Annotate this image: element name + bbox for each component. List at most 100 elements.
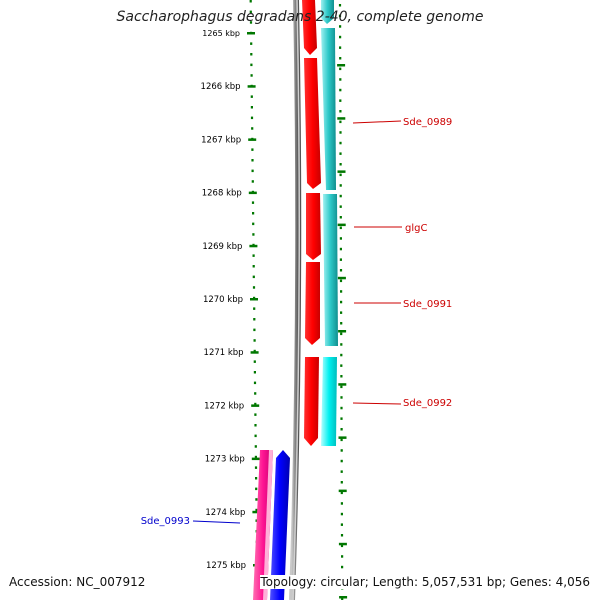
ruler-minor-tick [255,508,258,512]
ruler-minor-tick [250,63,253,67]
ruler-major-tick [337,223,346,227]
ruler-minor-tick [251,201,255,204]
ruler-label: 1269 kbp [202,242,242,252]
ruler-minor-tick [340,343,343,346]
ruler-minor-tick [253,371,256,374]
feature-cyan-3 [321,357,337,446]
gene-label[interactable]: Sde_0991 [403,299,452,310]
ruler-minor-tick [339,120,342,124]
ruler-major-tick [338,383,347,386]
ruler-minor-tick [339,57,342,60]
ruler-minor-tick [249,0,252,3]
ruler-minor-tick [340,512,343,516]
ruler-minor-tick [251,148,254,151]
ruler-minor-tick [249,10,252,14]
ruler-minor-tick [255,477,258,480]
ruler-label: 1275 kbp [206,561,246,571]
ruler-major-tick [338,489,347,493]
ruler-major-tick [248,138,257,141]
feature-blue [270,450,290,600]
ruler-minor-tick [339,110,342,113]
ruler-minor-tick [340,449,343,452]
ruler-major-tick [337,117,346,120]
ruler-minor-tick [340,375,343,378]
ruler-minor-tick [340,364,343,367]
ruler-minor-tick [255,498,258,501]
cds-sde-0992 [304,357,319,446]
ruler-minor-tick [339,269,343,272]
ruler-minor-tick [340,470,343,473]
ruler-minor-tick [339,99,342,102]
ruler-minor-tick [340,428,343,431]
ruler-minor-tick [250,95,253,98]
ruler-minor-tick [340,311,343,314]
ruler-minor-tick [339,258,342,261]
ruler-minor-tick [252,286,256,289]
ruler-major-tick [338,542,347,546]
genome-summary: Topology: circular; Length: 5,057,531 bp… [260,575,590,589]
ruler-minor-tick [340,417,343,420]
ruler-minor-tick [340,534,344,537]
ruler-minor-tick [340,396,343,399]
cds-sde-0989 [304,58,321,189]
ruler-minor-tick [253,381,257,385]
ruler-minor-tick [339,131,342,134]
ruler-minor-tick [254,434,257,438]
ruler-minor-tick [252,233,255,236]
ruler-label: 1272 kbp [204,401,244,411]
ruler-minor-tick [340,385,343,389]
gene-label[interactable]: glgC [405,223,427,234]
ruler-minor-tick [339,152,342,155]
ruler-label: 1271 kbp [204,348,244,358]
map-title: Saccharophagus degradans 2-40, complete … [116,9,484,25]
ruler-minor-tick [250,42,253,45]
ruler-minor-tick [340,523,343,526]
ruler-minor-tick [341,597,344,600]
gene-label[interactable]: Sde_0993 [141,516,190,527]
ruler-minor-tick [254,466,258,469]
ruler-minor-tick [254,392,257,395]
ruler-major-tick [338,436,347,439]
gene-label-leader [192,520,241,524]
ruler-minor-tick [250,74,253,77]
ruler-minor-tick [339,35,342,39]
ruler-major-tick [251,404,260,407]
ruler-minor-tick [253,318,256,321]
ruler-major-tick [250,351,259,354]
ruler-minor-tick [251,127,254,130]
ruler-minor-tick [339,25,342,28]
ruler-minor-tick [255,487,258,491]
feature-pink-stripe [263,450,273,600]
accession-label: Accession: NC_007912 [9,575,146,589]
ruler-minor-tick [340,300,343,304]
ruler-major-tick [338,330,347,333]
gene-label[interactable]: Sde_0992 [403,398,452,409]
ruler-label: 1270 kbp [203,295,243,305]
ruler-minor-tick [339,237,342,240]
ruler-left-ticks: 1265 kbp 1266 kbp 1267 kbp 1268 kbp 1269 kbp… [201,0,261,597]
ruler-label: 1273 kbp [205,455,245,465]
ruler-minor-tick [252,275,255,279]
ruler-minor-tick [338,14,342,18]
ruler-minor-tick [339,78,342,81]
ruler-minor-tick [340,353,343,357]
ruler-label: 1274 kbp [205,508,245,518]
ruler-minor-tick [251,180,254,183]
ruler-minor-tick [341,565,344,569]
ruler-right-ticks [337,4,348,600]
ruler-label: 1268 kbp [202,189,242,199]
ruler-minor-tick [253,328,256,332]
ruler-minor-tick [253,307,256,310]
ruler-minor-tick [340,406,343,410]
gene-label[interactable]: Sde_0989 [403,117,452,128]
backbone-arc [289,0,302,600]
ruler-minor-tick [339,88,342,92]
ruler-minor-tick [339,279,343,283]
gene-label-leader [352,120,402,124]
ruler-minor-tick [254,402,257,406]
ruler-minor-tick [340,544,344,548]
ruler-minor-tick [254,445,257,448]
ruler-minor-tick [340,459,343,463]
ruler-minor-tick [340,438,343,442]
